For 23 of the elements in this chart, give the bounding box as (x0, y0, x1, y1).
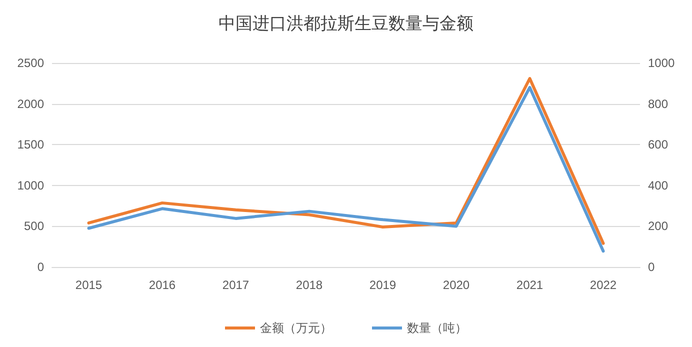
y2-tick-label: 1000 (648, 56, 676, 70)
y2-tick-label: 400 (648, 178, 668, 192)
y2-tick-label: 800 (648, 96, 668, 111)
y2-tick-label: 600 (648, 138, 668, 152)
y2-tick-label: 200 (648, 219, 668, 234)
x-tick-label: 2022 (590, 278, 617, 292)
y-tick-label: 500 (24, 219, 44, 234)
x-tick-label: 2020 (442, 278, 470, 292)
x-tick-label: 2015 (75, 278, 102, 292)
y-tick-label: 1000 (17, 178, 44, 192)
x-tick-label: 2016 (148, 278, 176, 292)
y-tick-label: 2000 (17, 96, 44, 111)
legend-label: 金额（万元） (260, 321, 332, 335)
x-tick-label: 2021 (516, 278, 544, 292)
legend-label: 数量（吨） (407, 321, 467, 335)
y2-tick-label: 0 (648, 260, 655, 274)
x-tick-label: 2017 (222, 278, 250, 292)
y-tick-label: 0 (37, 260, 44, 274)
y-tick-label: 2500 (17, 56, 44, 70)
x-tick-label: 2019 (369, 278, 396, 292)
x-tick-label: 2018 (296, 278, 323, 292)
chart-title: 中国进口洪都拉斯生豆数量与金额 (218, 14, 474, 33)
y-tick-label: 1500 (17, 138, 44, 152)
